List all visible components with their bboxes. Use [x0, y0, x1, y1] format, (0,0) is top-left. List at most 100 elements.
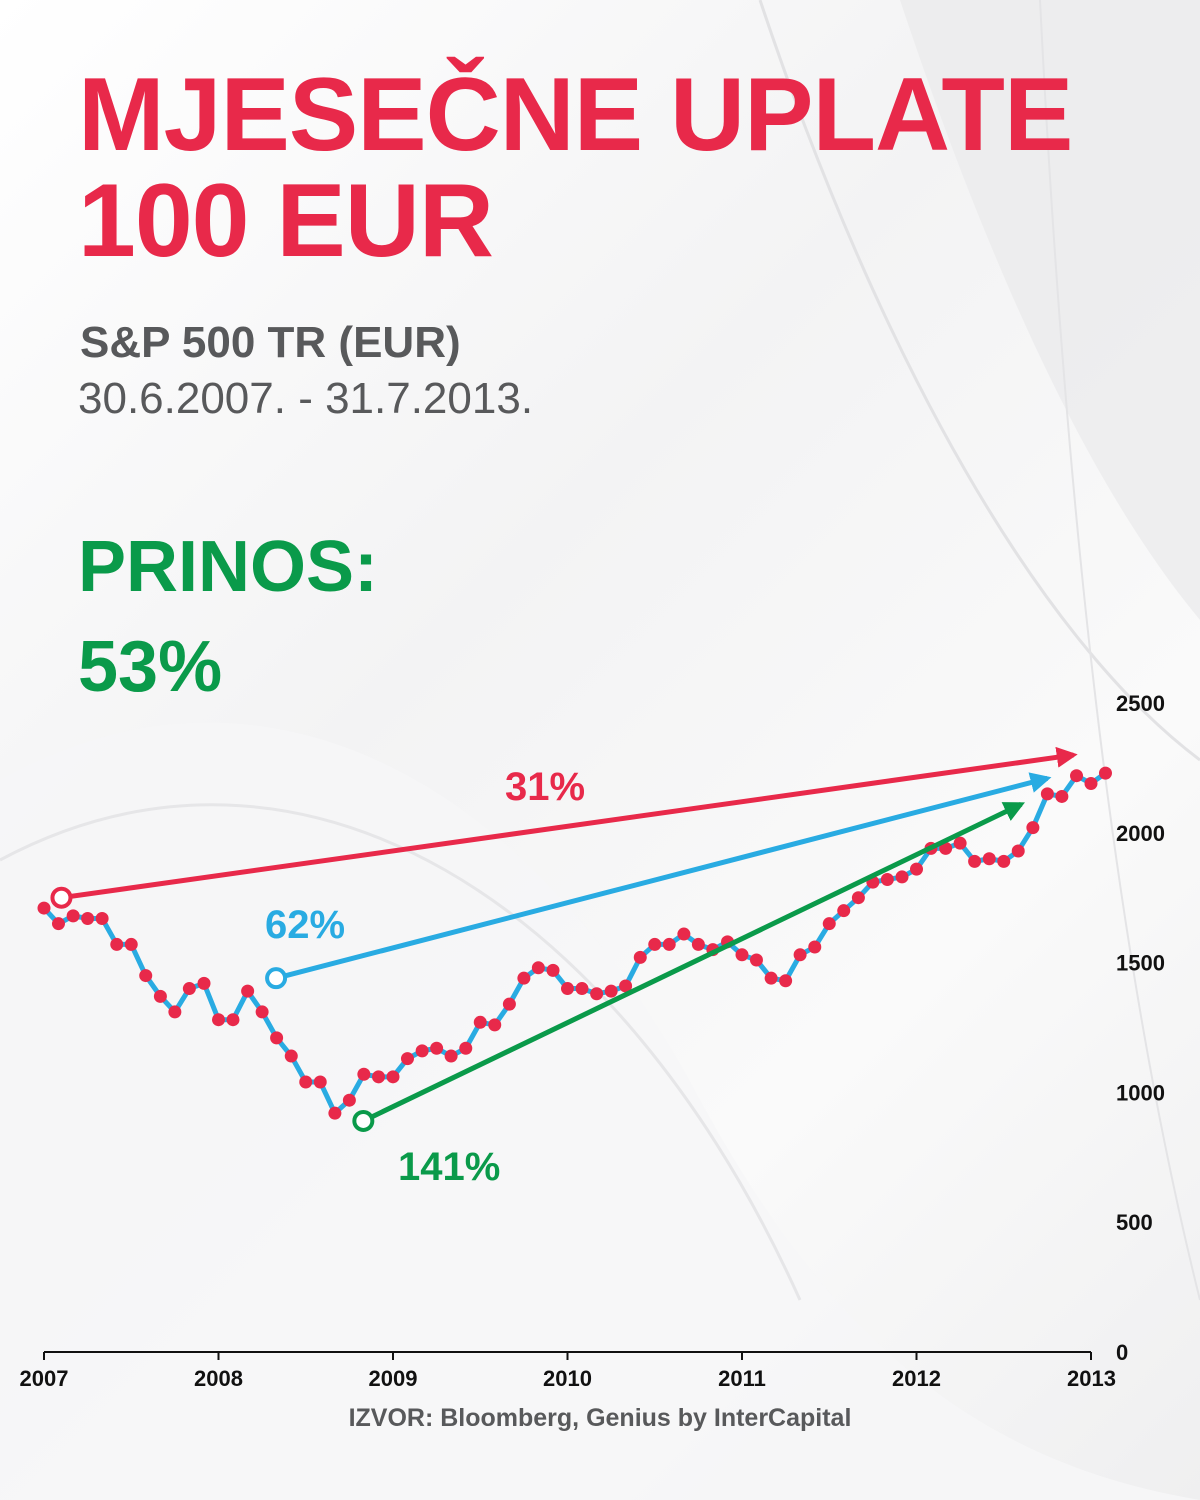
data-point-0 — [37, 901, 51, 915]
data-point-19 — [313, 1075, 327, 1089]
data-point-33 — [517, 971, 531, 985]
data-point-68 — [1026, 821, 1040, 835]
data-point-3 — [81, 911, 95, 925]
data-point-41 — [633, 950, 647, 964]
data-point-15 — [255, 1005, 269, 1019]
y-tick-label-0: 0 — [1116, 1340, 1128, 1365]
data-point-49 — [749, 953, 763, 967]
data-point-59 — [895, 870, 909, 884]
data-point-62 — [939, 841, 953, 855]
annotation-label-1: 62% — [265, 903, 345, 947]
data-point-28 — [444, 1049, 458, 1063]
x-tick-label-2013: 2013 — [1067, 1366, 1116, 1391]
y-tick-label-2500: 2500 — [1116, 691, 1165, 716]
annotation-start-0 — [50, 886, 73, 909]
data-point-16 — [270, 1031, 284, 1045]
data-point-58 — [880, 873, 894, 887]
x-tick-label-2007: 2007 — [20, 1366, 69, 1391]
data-point-66 — [997, 854, 1011, 868]
data-point-10 — [182, 982, 196, 996]
annotation-arrow-1 — [275, 772, 1052, 981]
data-point-37 — [575, 982, 589, 996]
annotation-start-2 — [352, 1109, 375, 1132]
data-point-65 — [982, 852, 996, 866]
annotation-arrow-0 — [61, 746, 1078, 901]
return-value: 53% — [78, 627, 223, 707]
data-point-63 — [953, 836, 967, 850]
chart-series — [37, 766, 1112, 1120]
data-point-44 — [677, 927, 691, 941]
data-point-50 — [764, 971, 778, 985]
data-point-52 — [793, 948, 807, 962]
annotation-start-1 — [265, 967, 288, 990]
x-tick-label-2010: 2010 — [543, 1366, 592, 1391]
y-tick-label-500: 500 — [1116, 1210, 1153, 1235]
data-point-72 — [1084, 776, 1098, 790]
data-point-40 — [619, 979, 633, 993]
y-tick-label-1500: 1500 — [1116, 951, 1165, 976]
data-point-1 — [51, 917, 65, 931]
data-point-48 — [735, 948, 749, 962]
data-point-55 — [837, 904, 851, 918]
data-point-35 — [546, 963, 560, 977]
period-range: 30.6.2007. - 31.7.2013. — [78, 374, 534, 423]
source-note: IZVOR: Bloomberg, Genius by InterCapital — [348, 1404, 852, 1432]
data-point-18 — [299, 1075, 313, 1089]
annotation-label-2: 141% — [398, 1145, 500, 1189]
data-point-17 — [284, 1049, 298, 1063]
data-point-32 — [502, 997, 516, 1011]
data-point-60 — [910, 862, 923, 876]
data-point-29 — [459, 1041, 473, 1055]
chart-annotations: 31% 62% 141% — [50, 746, 1078, 1189]
data-point-5 — [110, 937, 124, 951]
data-point-42 — [648, 937, 662, 951]
y-tick-label-2000: 2000 — [1116, 821, 1165, 846]
data-point-38 — [590, 987, 604, 1001]
data-point-11 — [197, 976, 211, 990]
annotation-label-0: 31% — [505, 765, 585, 809]
data-point-24 — [386, 1070, 400, 1084]
x-tick-label-2011: 2011 — [718, 1366, 766, 1391]
data-point-12 — [212, 1013, 225, 1027]
data-point-53 — [808, 940, 822, 954]
data-point-13 — [226, 1013, 240, 1027]
data-point-43 — [662, 937, 676, 951]
y-tick-label-1000: 1000 — [1116, 1080, 1165, 1105]
page-title: MJESEČNE UPLATE 100 EUR — [78, 62, 1073, 274]
data-point-26 — [415, 1044, 429, 1058]
x-tick-label-2009: 2009 — [369, 1366, 418, 1391]
data-point-69 — [1040, 787, 1054, 801]
data-point-56 — [851, 891, 865, 905]
data-point-2 — [66, 909, 80, 923]
title-line-1: MJESEČNE UPLATE — [78, 57, 1073, 173]
data-point-67 — [1011, 844, 1025, 858]
data-point-51 — [779, 974, 793, 988]
data-point-25 — [400, 1052, 414, 1066]
data-point-30 — [473, 1015, 487, 1029]
data-point-45 — [691, 937, 705, 951]
data-point-4 — [95, 911, 109, 925]
data-point-23 — [372, 1070, 386, 1084]
index-name: S&P 500 TR (EUR) — [80, 318, 461, 367]
data-point-54 — [822, 917, 836, 931]
data-point-39 — [604, 984, 618, 998]
annotation-arrow-2 — [362, 801, 1025, 1124]
return-label: PRINOS: — [78, 527, 379, 607]
data-point-8 — [153, 989, 167, 1003]
data-point-64 — [968, 854, 982, 868]
data-point-7 — [139, 969, 153, 983]
data-point-21 — [342, 1093, 356, 1107]
data-point-36 — [561, 982, 574, 996]
data-point-6 — [124, 937, 138, 951]
data-point-70 — [1055, 789, 1069, 803]
data-point-9 — [168, 1005, 182, 1019]
data-point-31 — [488, 1018, 502, 1032]
data-point-20 — [328, 1106, 342, 1120]
data-point-14 — [241, 984, 255, 998]
data-point-34 — [531, 961, 545, 975]
data-point-73 — [1098, 766, 1112, 780]
data-point-22 — [357, 1067, 371, 1081]
